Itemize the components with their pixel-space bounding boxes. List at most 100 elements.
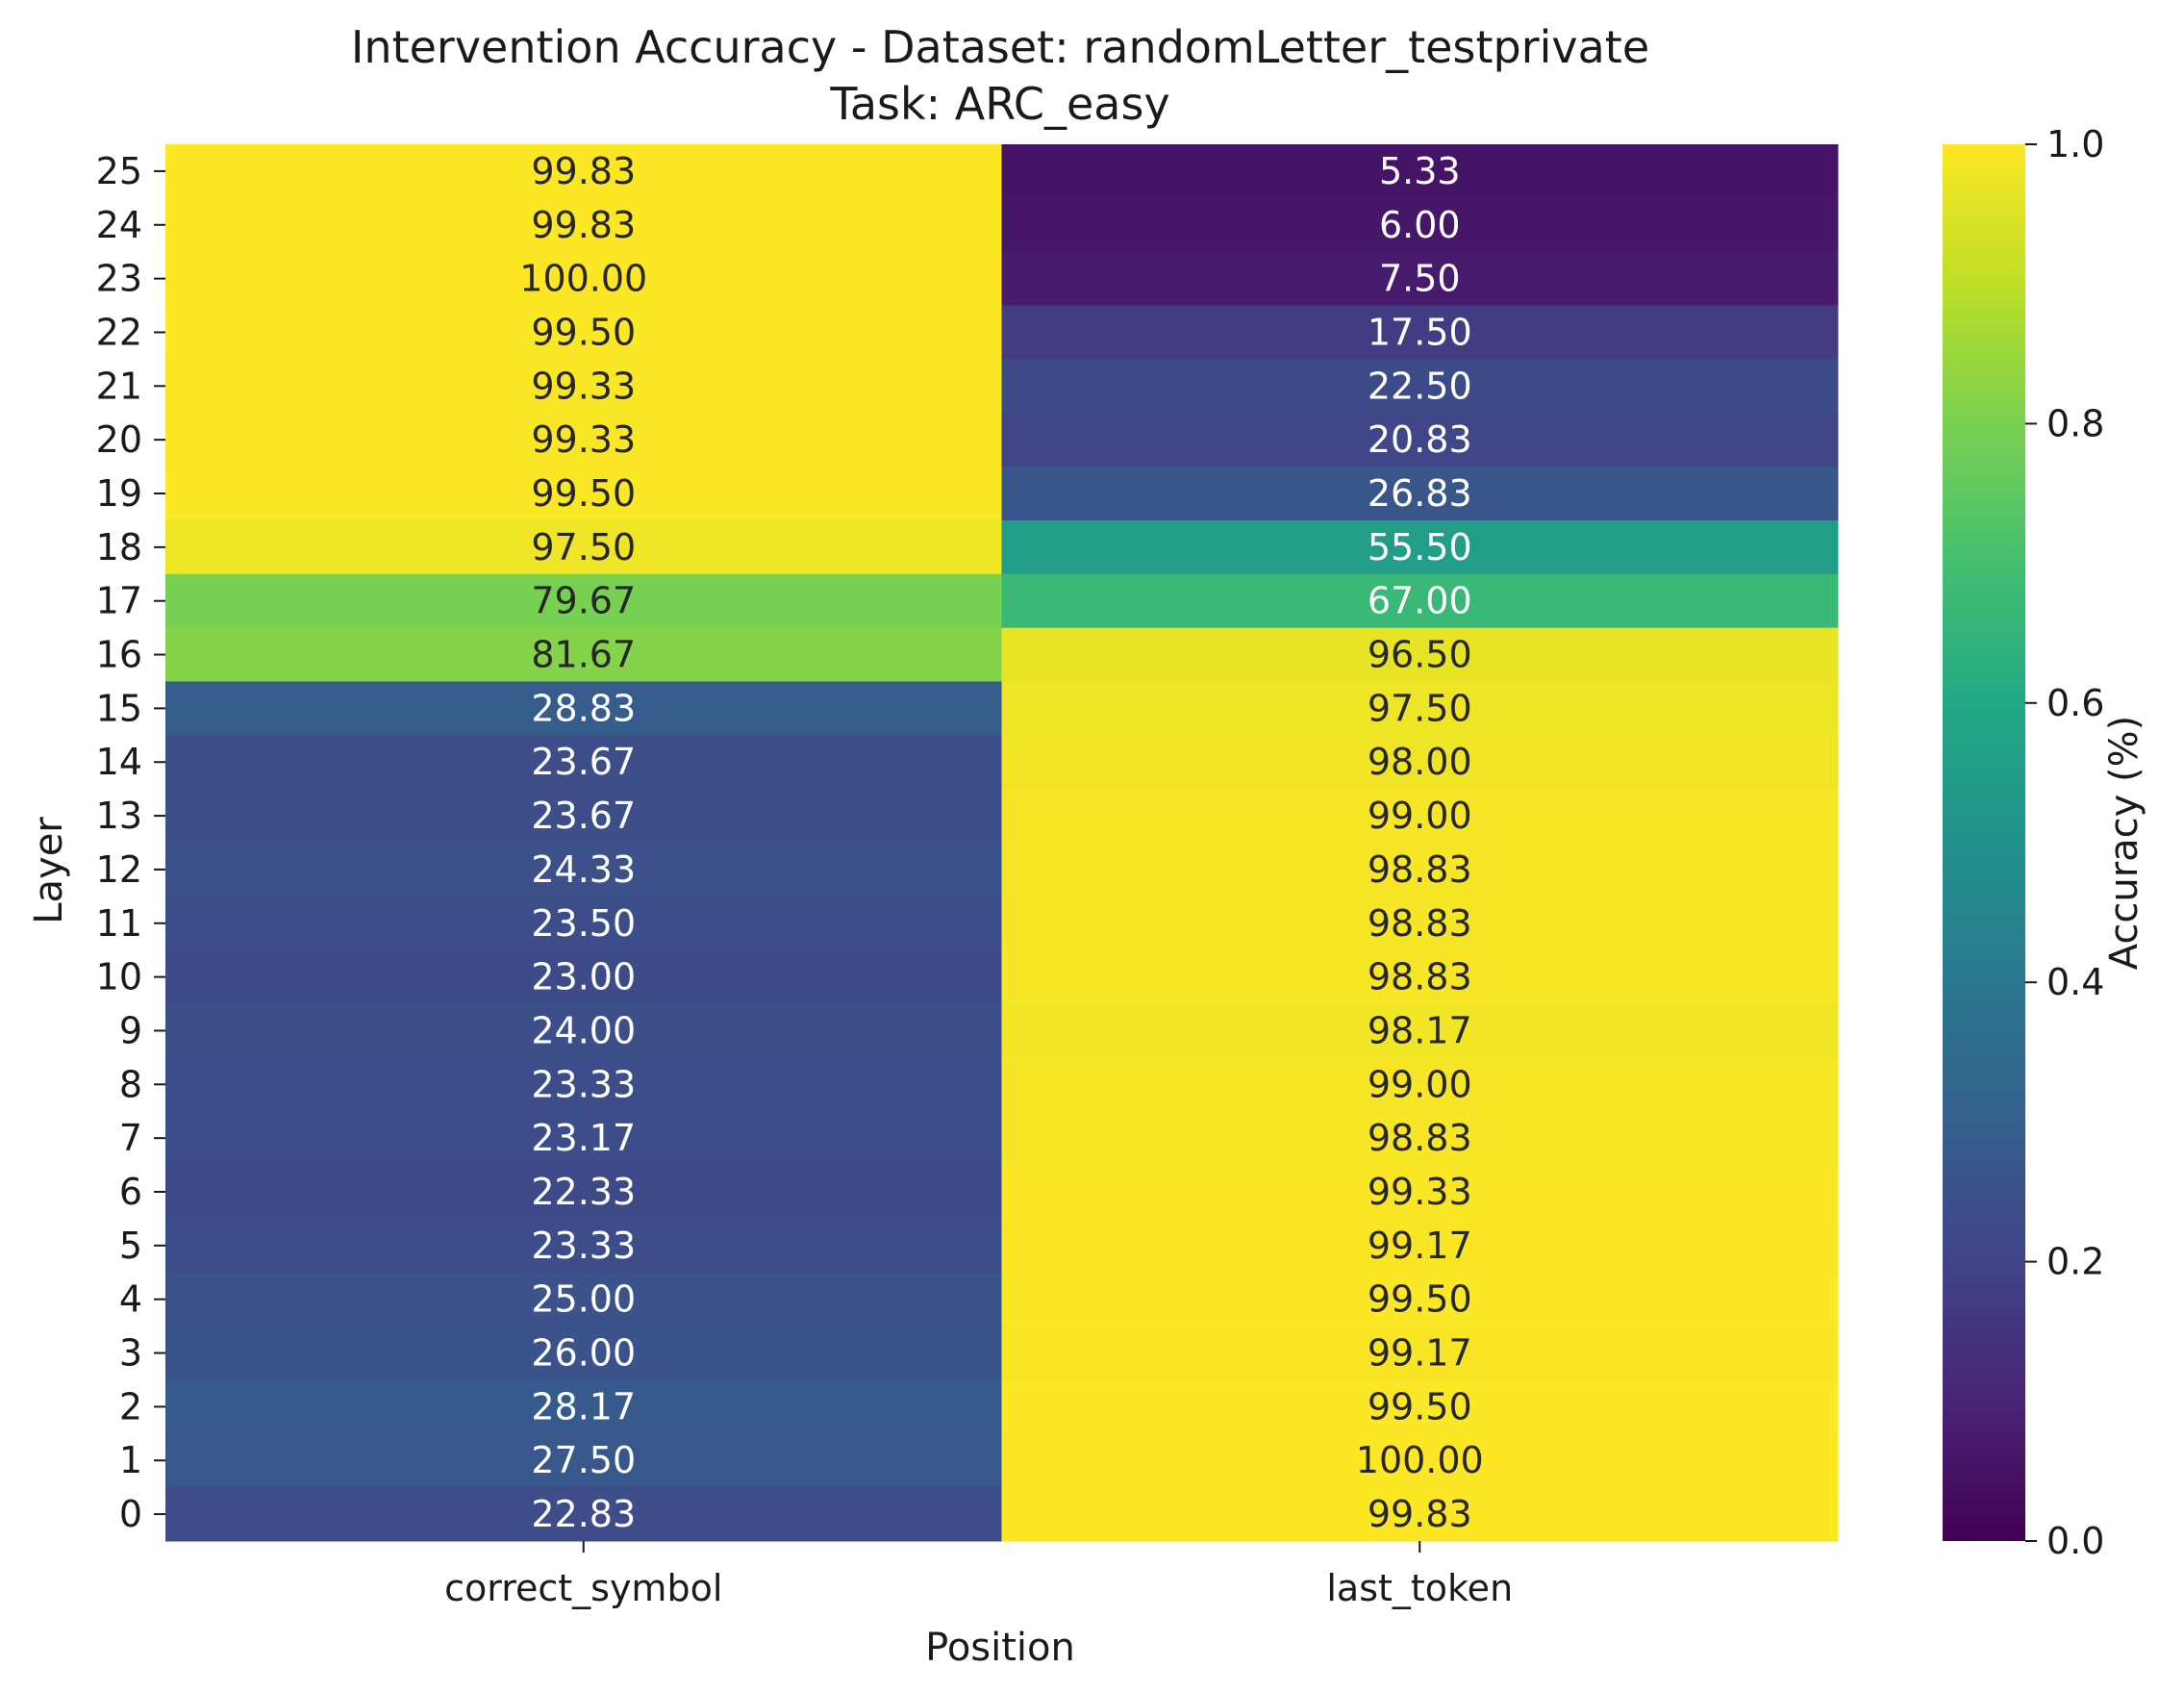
heatmap-cell <box>165 144 1002 199</box>
heatmap-cell <box>1001 735 1839 790</box>
y-tick-label: 9 <box>119 1009 142 1051</box>
y-tick-label: 12 <box>96 848 142 891</box>
y-tick-label: 10 <box>96 956 142 998</box>
heatmap-cell <box>165 735 1002 790</box>
y-tick-label: 25 <box>96 150 142 192</box>
cell-value-label: 27.50 <box>531 1439 636 1481</box>
y-tick-label: 22 <box>96 311 142 353</box>
cell-value-label: 25.00 <box>531 1278 636 1321</box>
heatmap-cell <box>165 1433 1002 1488</box>
cell-value-label: 98.83 <box>1368 956 1472 998</box>
x-tick-label: correct_symbol <box>444 1567 722 1609</box>
chart-title-line1: Intervention Accuracy - Dataset: randomL… <box>351 21 1649 73</box>
heatmap-cell <box>1001 1487 1839 1542</box>
heatmap-cell <box>1001 1272 1839 1327</box>
heatmap-cell <box>1001 1003 1839 1058</box>
y-tick-label: 11 <box>96 902 142 945</box>
cell-value-label: 7.50 <box>1379 258 1461 300</box>
y-tick-label: 24 <box>96 204 142 246</box>
y-axis: 2524232221201918171615141312111098765432… <box>96 150 165 1535</box>
cell-value-label: 99.83 <box>1368 1493 1472 1535</box>
y-tick-label: 13 <box>96 795 142 837</box>
heatmap-cell <box>165 843 1002 897</box>
heatmap-cell <box>165 1218 1002 1274</box>
heatmap-cell <box>1001 1057 1839 1112</box>
cell-value-label: 99.50 <box>531 472 636 515</box>
cell-value-label: 99.00 <box>1368 795 1472 837</box>
y-tick-label: 17 <box>96 580 142 622</box>
heatmap-cell <box>165 949 1002 1005</box>
cell-value-label: 98.17 <box>1368 1009 1472 1051</box>
y-tick-label: 16 <box>96 634 142 676</box>
heatmap-cell <box>165 627 1002 682</box>
cell-value-label: 17.50 <box>1368 311 1472 353</box>
heatmap-cell <box>165 1003 1002 1058</box>
cell-value-label: 23.67 <box>531 741 636 783</box>
cell-value-label: 22.33 <box>531 1171 636 1213</box>
cell-value-label: 97.50 <box>531 526 636 569</box>
cell-value-label: 22.50 <box>1368 365 1472 407</box>
cell-value-label: 23.33 <box>531 1063 636 1105</box>
colorbar-gradient <box>1943 144 2025 1541</box>
cell-value-label: 98.83 <box>1368 1117 1472 1159</box>
heatmap-cell <box>1001 519 1839 575</box>
y-tick-label: 4 <box>119 1278 142 1321</box>
heatmap-cell <box>165 197 1002 253</box>
cell-value-label: 23.33 <box>531 1225 636 1267</box>
heatmap-cells: 99.83 5.33 99.83 6.00 100.00 7.50 99.50 17.50 99… <box>165 144 1839 1542</box>
y-tick-label: 15 <box>96 687 142 729</box>
colorbar: 0.0 0.2 0.4 0.6 0.8 1.0 Accuracy (%) <box>1943 123 2146 1562</box>
heatmap-cell <box>1001 413 1839 467</box>
colorbar-tick-label: 1.0 <box>2046 123 2104 165</box>
cell-value-label: 99.33 <box>1368 1171 1472 1213</box>
heatmap-cell <box>1001 144 1839 199</box>
heatmap-cell <box>1001 949 1839 1005</box>
cell-value-label: 98.83 <box>1368 902 1472 945</box>
colorbar-tick-label: 0.2 <box>2046 1241 2104 1283</box>
heatmap-cell <box>165 359 1002 414</box>
cell-value-label: 100.00 <box>519 258 647 300</box>
heatmap-cell <box>165 251 1002 307</box>
y-tick-label: 20 <box>96 418 142 461</box>
cell-value-label: 24.33 <box>531 848 636 891</box>
cell-value-label: 20.83 <box>1368 418 1472 461</box>
x-axis-label: Position <box>925 1626 1075 1670</box>
y-tick-label: 18 <box>96 526 142 569</box>
heatmap-cell <box>1001 1218 1839 1274</box>
cell-value-label: 26.00 <box>531 1332 636 1375</box>
heatmap-cell <box>1001 573 1839 629</box>
cell-value-label: 99.50 <box>1368 1278 1472 1321</box>
cell-value-label: 26.83 <box>1368 472 1472 515</box>
cell-value-label: 99.50 <box>531 311 636 353</box>
y-tick-label: 6 <box>119 1171 142 1213</box>
heatmap-cell <box>165 413 1002 467</box>
heatmap-cell <box>1001 896 1839 951</box>
heatmap-cell <box>165 896 1002 951</box>
y-tick-label: 8 <box>119 1063 142 1105</box>
cell-value-label: 99.17 <box>1368 1225 1472 1267</box>
cell-value-label: 99.33 <box>531 418 636 461</box>
cell-value-label: 28.83 <box>531 687 636 729</box>
y-tick-label: 14 <box>96 741 142 783</box>
colorbar-ticks: 0.0 0.2 0.4 0.6 0.8 1.0 <box>2025 123 2104 1562</box>
y-tick-label: 7 <box>119 1117 142 1159</box>
heatmap-cell <box>165 467 1002 521</box>
cell-value-label: 6.00 <box>1379 204 1461 246</box>
heatmap-cell <box>165 573 1002 629</box>
y-axis-label: Layer <box>27 817 71 924</box>
cell-value-label: 98.00 <box>1368 741 1472 783</box>
heatmap-cell <box>165 1111 1002 1166</box>
cell-value-label: 24.00 <box>531 1009 636 1051</box>
cell-value-label: 99.33 <box>531 365 636 407</box>
cell-value-label: 99.83 <box>531 204 636 246</box>
y-tick-label: 0 <box>119 1493 142 1535</box>
heatmap-cell <box>165 1272 1002 1327</box>
cell-value-label: 79.67 <box>531 580 636 622</box>
heatmap-cell <box>1001 251 1839 307</box>
cell-value-label: 96.50 <box>1368 634 1472 676</box>
cell-value-label: 23.67 <box>531 795 636 837</box>
cell-value-label: 81.67 <box>531 634 636 676</box>
colorbar-tick-label: 0.4 <box>2046 961 2104 1003</box>
heatmap-cell <box>1001 1379 1839 1434</box>
